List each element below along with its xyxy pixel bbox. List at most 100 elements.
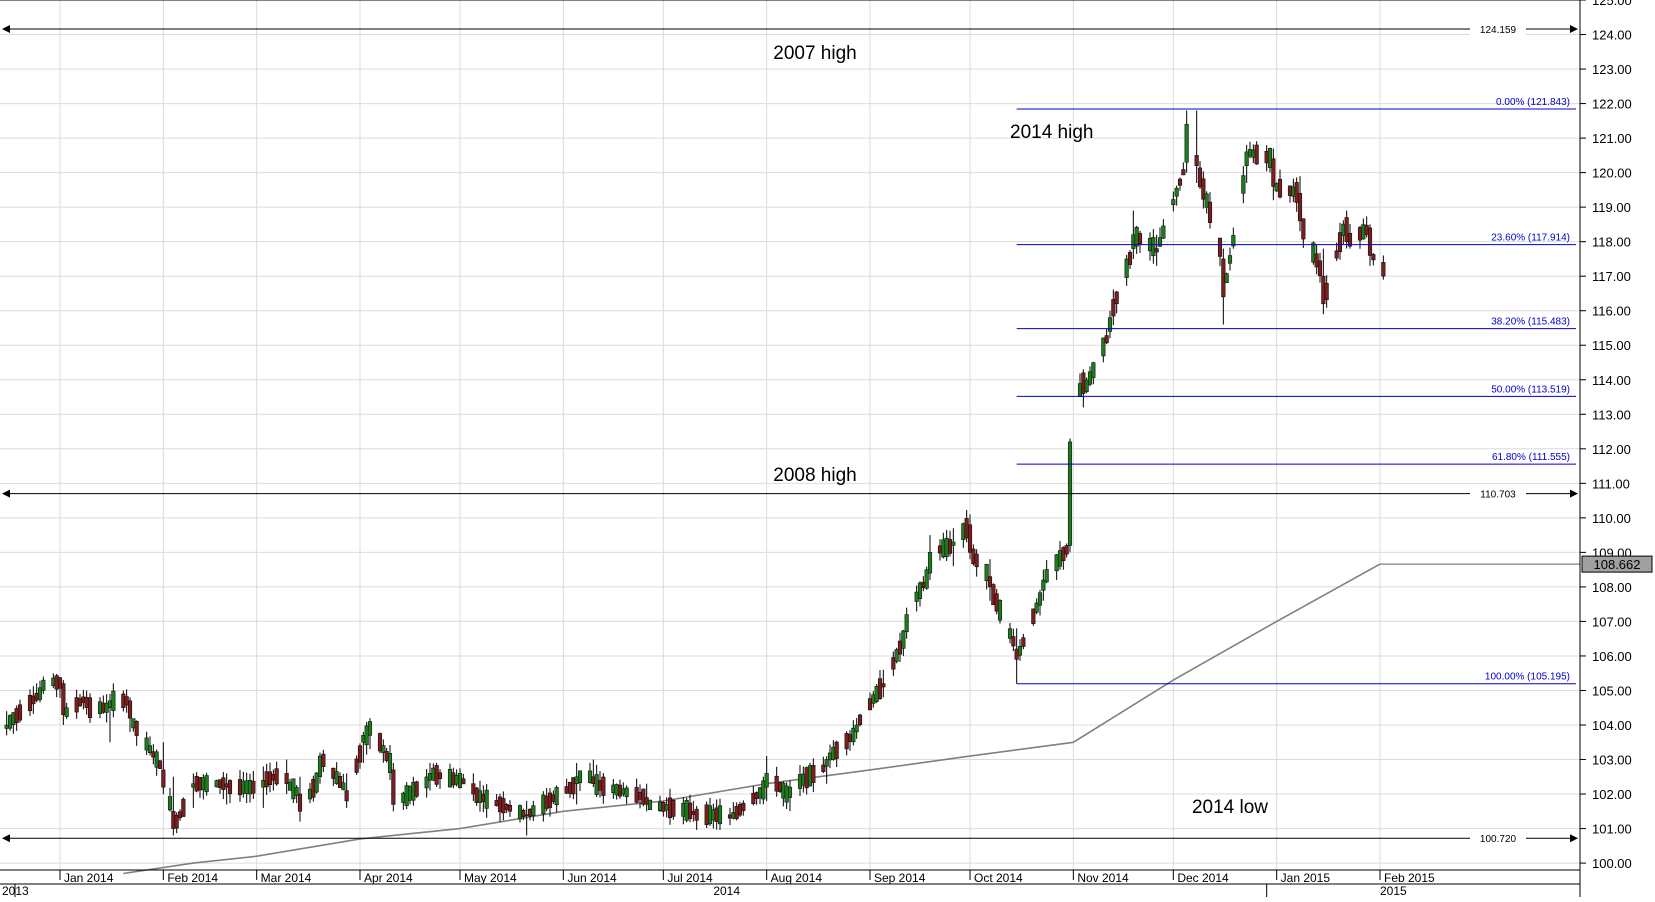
candle-body	[1034, 602, 1039, 613]
candle-body	[1037, 592, 1043, 606]
candle-body	[681, 803, 686, 817]
candle-body	[434, 765, 439, 785]
candle-body	[564, 786, 569, 794]
candle-body	[504, 804, 509, 810]
candle-body	[1271, 158, 1276, 187]
candle-body	[1241, 175, 1246, 194]
candle-body	[734, 806, 739, 820]
fib-label: 0.00% (121.843)	[1496, 97, 1570, 108]
candle-body	[601, 776, 606, 796]
candle-body	[1151, 237, 1156, 257]
candle-body	[1267, 148, 1273, 168]
candle-body	[541, 794, 546, 815]
candle-body	[1087, 371, 1093, 385]
candle-body	[811, 765, 816, 783]
candlestick	[894, 647, 899, 664]
candle-body	[894, 649, 899, 662]
x-tick-label: Nov 2014	[1077, 871, 1129, 885]
candle-body	[1174, 187, 1179, 197]
candle-body	[904, 614, 909, 633]
candle-body	[247, 780, 253, 795]
candle-body	[151, 751, 156, 758]
candle-body	[334, 771, 339, 785]
candle-body	[127, 700, 133, 719]
candle-body	[34, 692, 39, 701]
candle-body	[987, 576, 993, 588]
candle-body	[741, 802, 746, 811]
candlestick	[157, 759, 163, 769]
candle-body	[804, 767, 809, 789]
level-arrow-right	[1570, 489, 1578, 498]
candle-body	[77, 698, 83, 707]
candlestick	[357, 743, 363, 769]
candle-body	[111, 690, 116, 711]
candle-body	[667, 797, 673, 819]
candle-body	[314, 772, 319, 793]
candle-body	[451, 772, 456, 786]
candle-body	[881, 683, 886, 688]
candle-body	[354, 758, 359, 773]
candle-body	[507, 805, 513, 812]
candlestick	[967, 514, 973, 560]
candle-body	[1217, 237, 1223, 257]
candlestick	[741, 800, 746, 816]
candlestick	[811, 758, 816, 793]
candle-body	[457, 773, 463, 788]
candle-body	[1127, 252, 1133, 265]
candlestick	[111, 683, 116, 718]
candlestick	[1224, 272, 1229, 283]
candlestick	[857, 713, 863, 727]
candle-body	[1041, 579, 1046, 591]
candle-body	[124, 696, 129, 706]
candle-body	[167, 796, 173, 811]
candlestick	[874, 683, 879, 704]
candle-body	[501, 798, 506, 814]
candlestick	[154, 749, 159, 776]
candlestick	[917, 581, 923, 607]
candlestick	[1091, 361, 1096, 385]
fib-label: 61.80% (111.555)	[1492, 452, 1570, 463]
candle-body	[131, 718, 136, 729]
candle-body	[414, 781, 419, 797]
candle-body	[41, 679, 46, 691]
candle-body	[761, 780, 766, 800]
candlestick	[1324, 275, 1329, 308]
candle-body	[871, 694, 876, 704]
candle-body	[104, 702, 109, 713]
candlestick	[7, 714, 13, 731]
candlestick	[1124, 254, 1129, 286]
candlestick	[704, 801, 709, 828]
candlestick	[387, 745, 393, 781]
candle-body	[261, 779, 266, 788]
candle-body	[447, 768, 453, 788]
candlestick	[1041, 569, 1046, 601]
candle-body	[217, 779, 223, 788]
candle-body	[867, 698, 873, 711]
x-tick-label: Jan 2015	[1281, 871, 1331, 885]
candle-body	[204, 775, 209, 793]
candle-body	[121, 693, 126, 708]
candle-body	[924, 569, 929, 589]
candle-body	[1031, 608, 1036, 624]
candlestick	[1334, 242, 1339, 261]
candle-body	[107, 700, 113, 708]
candle-body	[51, 677, 56, 687]
candlestick	[1044, 559, 1049, 584]
candle-body	[764, 773, 769, 788]
y-tick-label: 113.00	[1592, 407, 1631, 422]
candle-body	[731, 812, 736, 819]
candle-body	[1054, 554, 1059, 572]
candle-body	[1124, 258, 1129, 278]
candlestick	[824, 756, 829, 784]
level-arrow-left	[2, 834, 10, 843]
candle-body	[291, 778, 296, 800]
candle-body	[1181, 169, 1186, 176]
candlestick	[367, 718, 373, 750]
candle-body	[611, 784, 616, 794]
candlestick	[1201, 171, 1206, 209]
level-label: 110.703	[1480, 490, 1516, 501]
candlestick	[1137, 230, 1143, 253]
x-year-label: 2013	[2, 884, 29, 897]
candle-body	[437, 772, 443, 779]
candle-body	[854, 724, 859, 733]
